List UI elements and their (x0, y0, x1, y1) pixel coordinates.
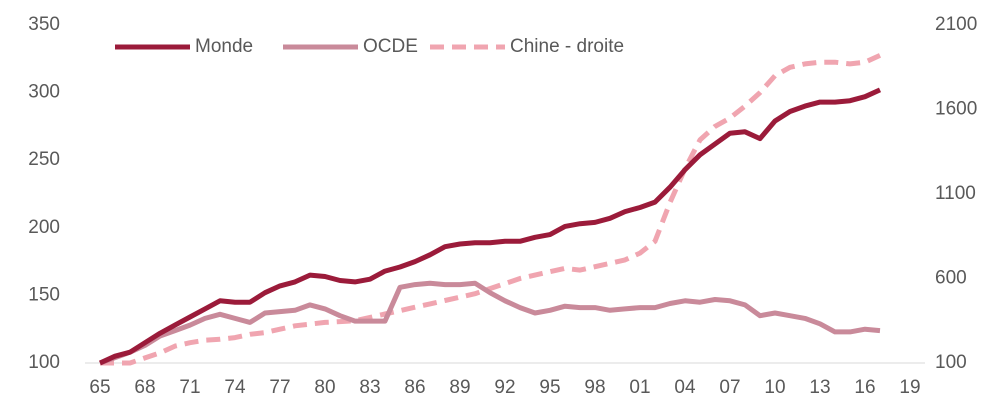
y-tick-label: 350 (28, 14, 60, 35)
x-tick-label: 10 (764, 377, 785, 398)
x-tick-label: 86 (404, 377, 425, 398)
x-tick-label: 16 (854, 377, 875, 398)
x-tick-label: 04 (674, 377, 696, 398)
legend-label: OCDE (363, 36, 418, 57)
series-line (100, 53, 882, 366)
y2-tick-label: 600 (935, 268, 967, 289)
x-tick-label: 71 (179, 377, 200, 398)
y-tick-label: 100 (28, 352, 60, 373)
x-tick-label: 68 (134, 377, 155, 398)
x-tick-label: 77 (269, 377, 290, 398)
x-tick-label: 80 (314, 377, 335, 398)
x-tick-label: 13 (809, 377, 830, 398)
series-line (99, 280, 881, 366)
x-tick-label: 74 (224, 377, 246, 398)
x-tick-label: 07 (719, 377, 740, 398)
y2-tick-label: 1600 (935, 99, 977, 120)
y-tick-label: 200 (28, 217, 60, 238)
y-tick-label: 250 (28, 149, 60, 170)
legend-label: Monde (195, 36, 253, 57)
y2-tick-label: 100 (935, 352, 967, 373)
y-tick-label: 300 (28, 82, 60, 103)
x-tick-label: 92 (494, 377, 515, 398)
y-tick-label: 150 (28, 284, 60, 305)
x-tick-label: 95 (539, 377, 560, 398)
y2-tick-label: 1100 (935, 183, 976, 204)
x-tick-label: 65 (89, 377, 110, 398)
x-tick-label: 98 (584, 377, 605, 398)
x-tick-label: 83 (359, 377, 380, 398)
series-line (98, 87, 882, 366)
x-tick-label: 89 (449, 377, 470, 398)
x-tick-label: 19 (899, 377, 920, 398)
legend-label: Chine - droite (510, 36, 624, 57)
x-tick-label: 01 (629, 377, 650, 398)
y2-tick-label: 2100 (935, 14, 977, 35)
